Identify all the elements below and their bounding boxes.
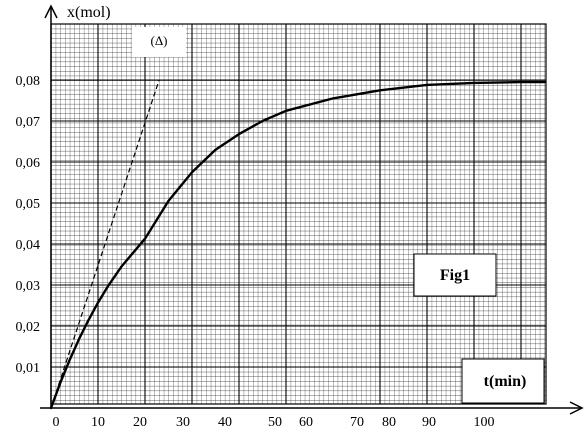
series-line <box>49 80 546 410</box>
axes <box>40 4 584 415</box>
chart-marks <box>49 79 546 410</box>
y-tick-label: 0,07 <box>16 115 41 130</box>
x-tick-labels: 0 10 20 30 40 50 60 70 80 90 100 <box>53 415 495 430</box>
y-tick-label: 0,05 <box>16 197 41 212</box>
y-tick-label: 0,06 <box>16 156 41 171</box>
x-tick-label: 20 <box>133 415 147 430</box>
y-tick-label: 0,04 <box>16 238 41 253</box>
grid-paper <box>51 24 546 404</box>
y-tick-label: 0,02 <box>16 320 41 335</box>
x-axis-label-box <box>461 358 545 404</box>
x-tick-label: 90 <box>422 415 436 430</box>
x-axis-label: t(min) <box>484 373 527 390</box>
x-tick-label: 60 <box>299 415 313 430</box>
x-tick-label: 40 <box>218 415 232 430</box>
y-tick-label: 0,01 <box>16 361 41 376</box>
figure-label: Fig1 <box>440 267 470 284</box>
x-tick-label: 80 <box>382 415 396 430</box>
y-axis-arrow-icon <box>44 4 58 19</box>
tangent-label: (Δ) <box>150 33 167 48</box>
x-tick-label: 10 <box>91 415 105 430</box>
tangent-line <box>50 79 160 409</box>
x-tick-label: 70 <box>350 415 364 430</box>
y-tick-label: 0,08 <box>16 74 41 89</box>
y-tick-label: 0,03 <box>16 279 41 294</box>
x-tick-label: 30 <box>176 415 190 430</box>
y-tick-labels: 0,01 0,02 0,03 0,04 0,05 0,06 0,07 0,08 <box>16 74 41 376</box>
x-tick-label: 0 <box>53 415 60 430</box>
figure-label-box <box>413 253 497 297</box>
tangent-label-box <box>132 27 186 57</box>
y-axis-label: x(mol) <box>67 4 111 21</box>
x-axis-arrow-icon <box>569 401 584 415</box>
x-tick-label: 100 <box>474 415 495 430</box>
x-tick-label: 50 <box>268 415 282 430</box>
